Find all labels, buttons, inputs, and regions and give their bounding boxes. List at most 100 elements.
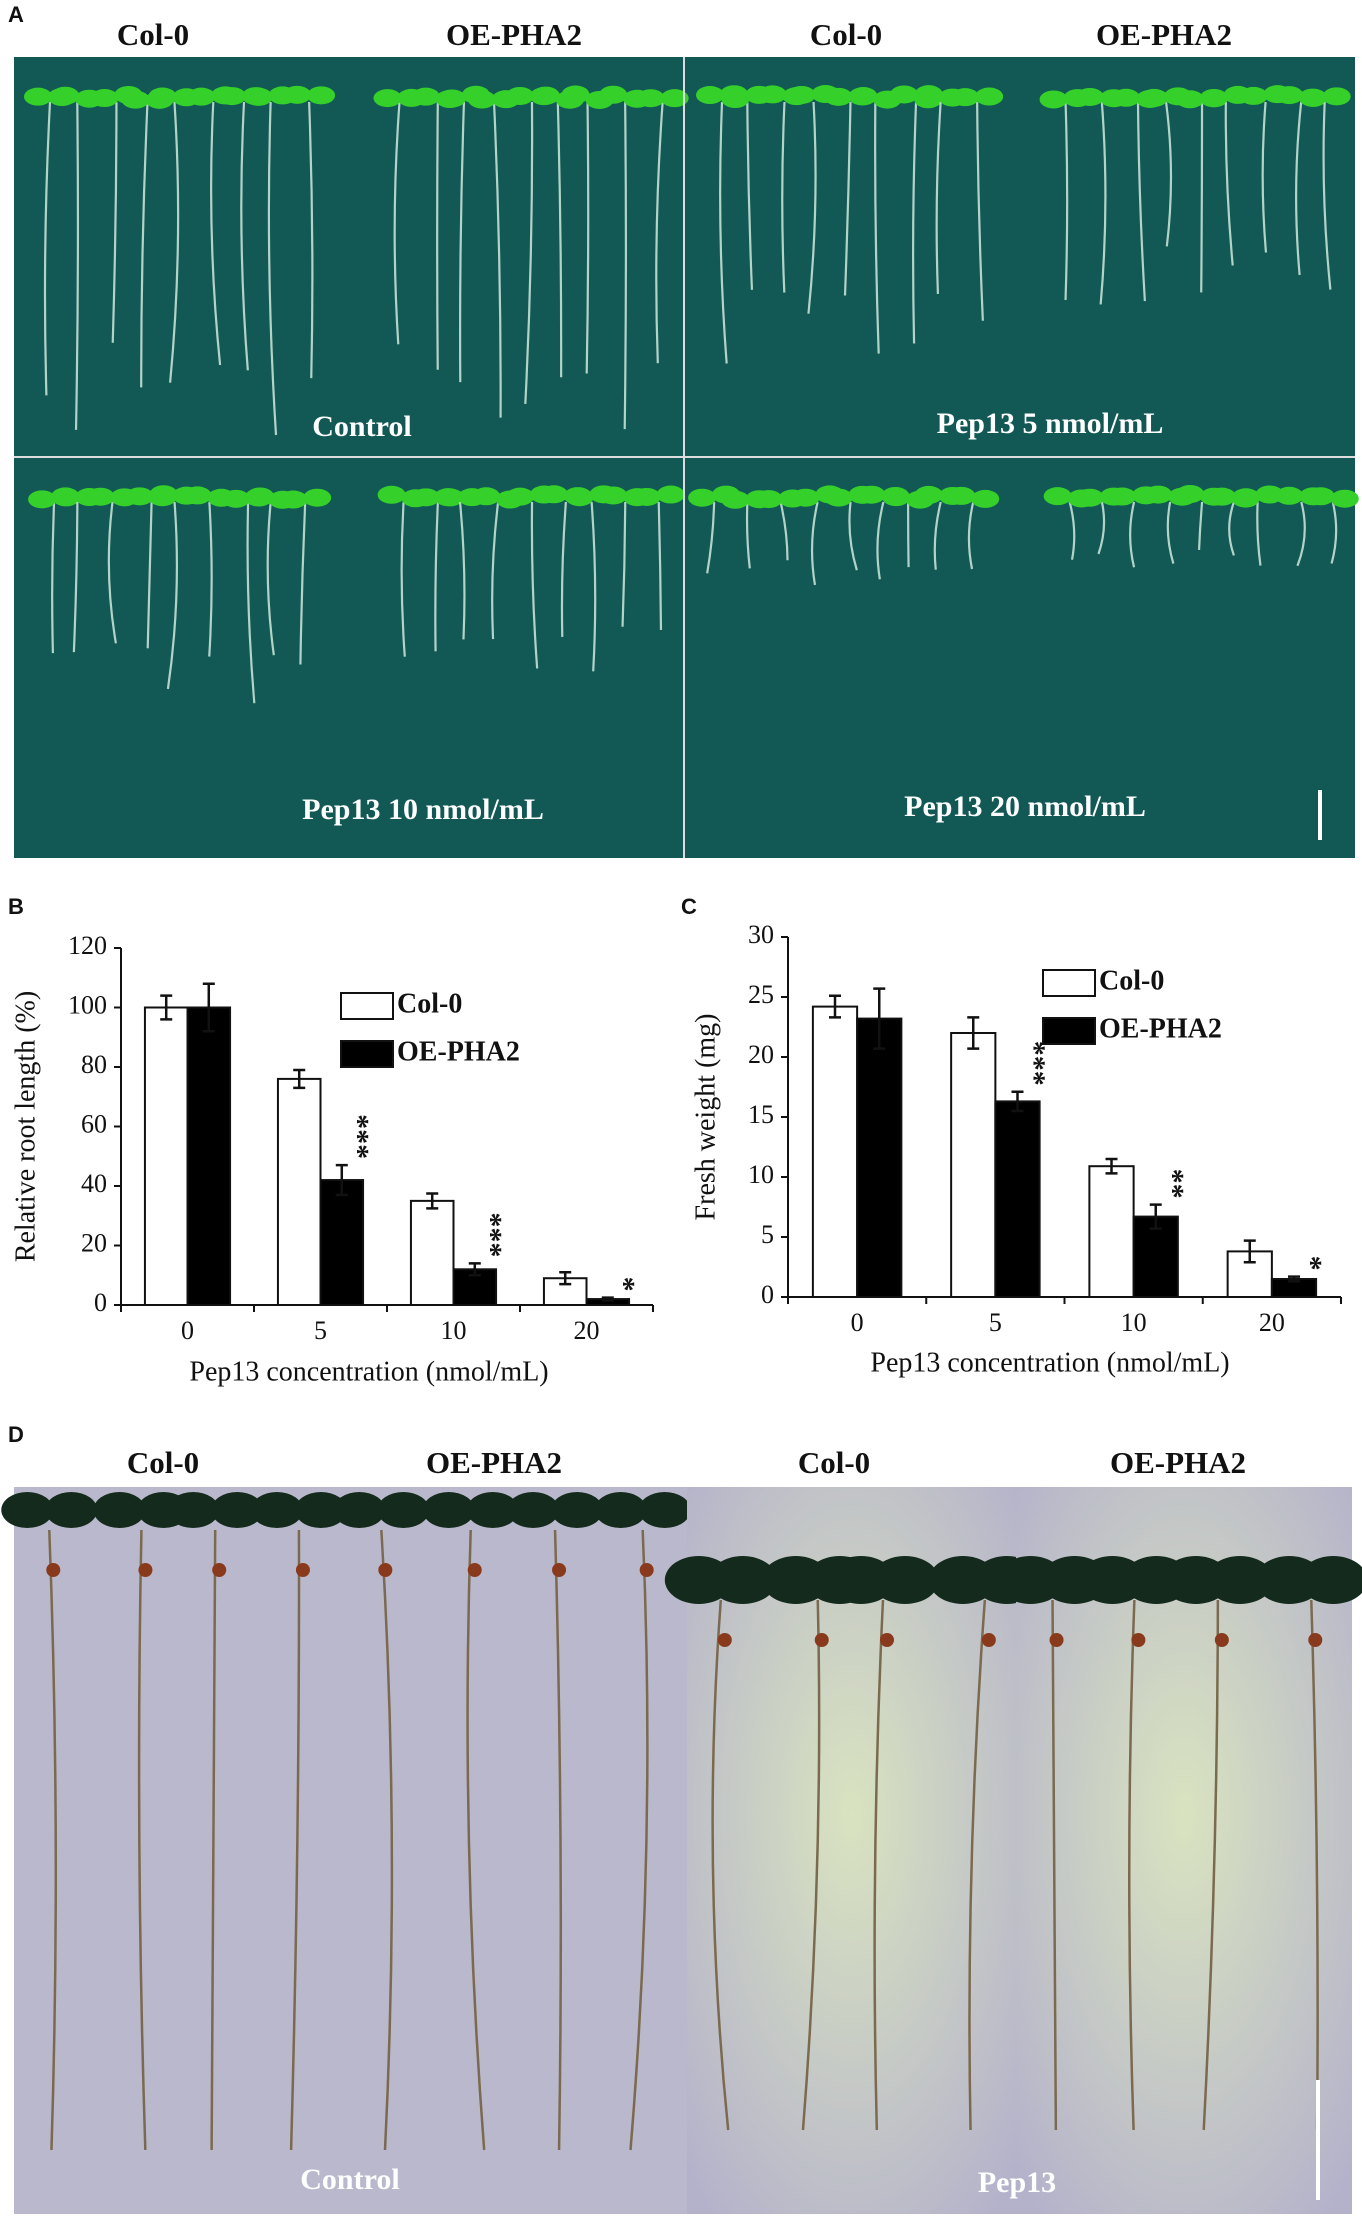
leaf bbox=[187, 87, 216, 106]
leaf bbox=[1231, 489, 1260, 508]
leaf bbox=[1144, 485, 1173, 504]
root bbox=[1129, 501, 1136, 568]
leaf bbox=[531, 86, 560, 105]
condition-label: Pep13 bbox=[978, 2166, 1056, 2199]
root bbox=[876, 501, 885, 580]
root bbox=[492, 101, 502, 418]
leaf bbox=[1112, 88, 1141, 107]
y-tick-label: 5 bbox=[761, 1220, 774, 1249]
leaf bbox=[211, 1492, 264, 1528]
error-bar bbox=[829, 994, 842, 1019]
seed-coat bbox=[1131, 1633, 1146, 1647]
leaf bbox=[51, 86, 80, 105]
leaf bbox=[599, 486, 628, 505]
y-tick-label: 0 bbox=[761, 1280, 774, 1309]
root bbox=[1064, 101, 1069, 301]
leaf bbox=[218, 87, 247, 106]
leaf bbox=[377, 485, 406, 504]
root bbox=[400, 501, 406, 657]
condition-label: Pep13 10 nmol/mL bbox=[302, 793, 544, 826]
leaf bbox=[307, 86, 336, 105]
significance: *** bbox=[483, 1212, 516, 1257]
root bbox=[556, 101, 563, 378]
root bbox=[590, 501, 597, 672]
seed-coat bbox=[295, 1563, 310, 1577]
leaf bbox=[632, 487, 661, 506]
legend-swatch bbox=[1042, 1017, 1096, 1045]
leaf bbox=[1207, 487, 1236, 506]
error-bar bbox=[1105, 1157, 1118, 1175]
root bbox=[246, 501, 256, 704]
column-label: Col-0 bbox=[810, 17, 882, 52]
error-bar bbox=[160, 994, 173, 1021]
leaf bbox=[303, 488, 332, 507]
x-axis-label: Pep13 concentration (nmol/mL) bbox=[870, 1347, 1229, 1378]
seed-coat bbox=[552, 1563, 567, 1577]
leaf bbox=[1075, 87, 1104, 106]
y-tick-label: 20 bbox=[748, 1040, 774, 1069]
significance: *** bbox=[350, 1114, 383, 1159]
bar bbox=[1132, 1215, 1179, 1298]
leaf bbox=[1, 1492, 54, 1528]
leaf bbox=[373, 89, 402, 108]
leaf bbox=[599, 85, 628, 104]
leaf bbox=[472, 487, 501, 506]
legend-label: Col-0 bbox=[397, 988, 462, 1019]
leaf bbox=[870, 1556, 939, 1604]
leaf bbox=[506, 487, 535, 506]
leaf bbox=[551, 1492, 604, 1528]
leaf bbox=[121, 90, 150, 109]
leaf bbox=[222, 489, 251, 508]
leaf bbox=[244, 87, 273, 106]
leaf bbox=[824, 87, 853, 106]
root bbox=[1256, 501, 1262, 566]
leaf bbox=[1176, 485, 1205, 504]
seed-coat bbox=[879, 1633, 894, 1647]
root bbox=[719, 101, 728, 364]
leaf bbox=[656, 485, 685, 504]
error-bar bbox=[335, 1163, 348, 1197]
leaf bbox=[1330, 489, 1359, 508]
leaf bbox=[1199, 88, 1228, 107]
root bbox=[299, 501, 307, 665]
root bbox=[208, 501, 213, 657]
seed-coat bbox=[814, 1633, 829, 1647]
bar bbox=[994, 1100, 1041, 1299]
root bbox=[1166, 501, 1175, 564]
leaf bbox=[1239, 86, 1268, 105]
leaf bbox=[824, 488, 853, 507]
root bbox=[912, 101, 918, 344]
column-label: Col-0 bbox=[798, 1445, 870, 1480]
leaf bbox=[1205, 1556, 1274, 1604]
leaf bbox=[914, 485, 943, 504]
leaf bbox=[294, 1492, 347, 1528]
root bbox=[267, 101, 278, 436]
root bbox=[458, 501, 466, 640]
root bbox=[72, 501, 79, 653]
panel-letter: C bbox=[681, 894, 697, 919]
y-tick-label: 0 bbox=[94, 1288, 107, 1317]
leaf bbox=[1322, 87, 1351, 106]
leaf bbox=[28, 490, 57, 509]
x-tick-label: 20 bbox=[1259, 1308, 1285, 1337]
root bbox=[621, 501, 627, 627]
leaf bbox=[1275, 486, 1304, 505]
y-tick-label: 100 bbox=[68, 990, 107, 1019]
legend-label: Col-0 bbox=[1099, 965, 1164, 996]
root bbox=[1295, 101, 1303, 276]
error-bar bbox=[468, 1262, 481, 1277]
error-bar bbox=[293, 1068, 306, 1090]
seed-coat bbox=[717, 1633, 732, 1647]
condition-label: Pep13 5 nmol/mL bbox=[937, 407, 1164, 440]
leaf bbox=[45, 1492, 98, 1528]
root bbox=[289, 1529, 301, 2151]
x-tick-label: 0 bbox=[181, 1316, 194, 1345]
root bbox=[1310, 1599, 1319, 2131]
y-tick-label: 20 bbox=[81, 1228, 107, 1257]
legend-swatch bbox=[340, 992, 394, 1020]
leaf bbox=[466, 1492, 519, 1528]
root bbox=[1202, 1599, 1220, 2131]
root bbox=[1261, 101, 1268, 253]
leaf bbox=[283, 85, 312, 104]
